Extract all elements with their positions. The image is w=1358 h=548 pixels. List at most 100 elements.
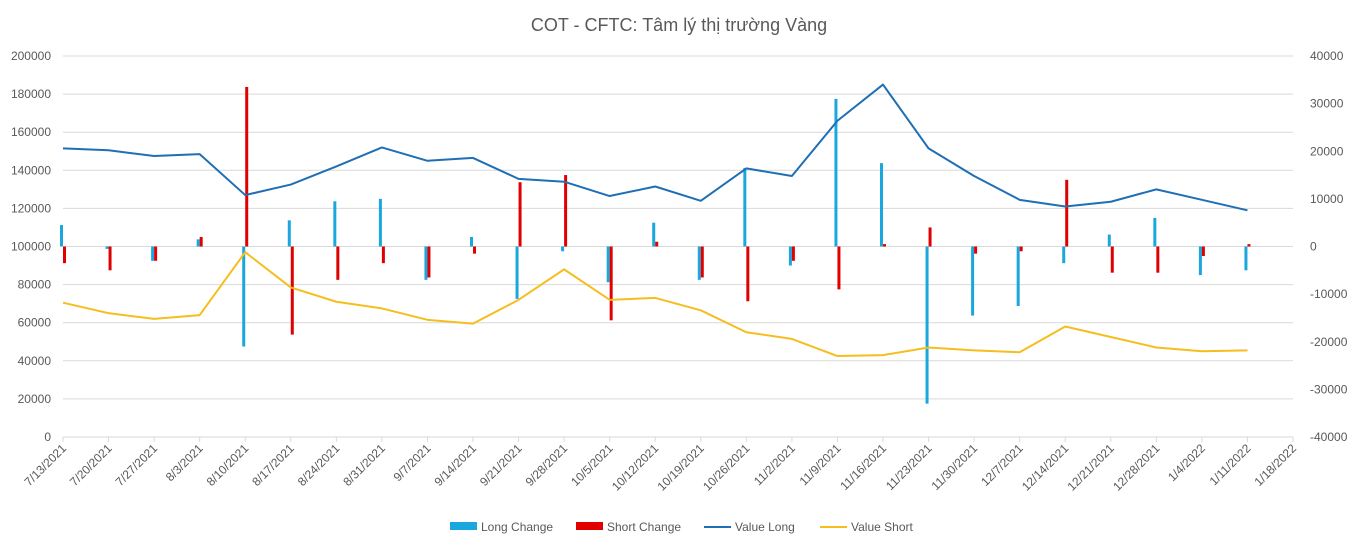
long-change-bar — [333, 201, 337, 247]
short-change-bar — [655, 241, 659, 247]
legend-label: Long Change — [481, 520, 553, 534]
x-tick-label: 8/31/2021 — [340, 441, 388, 489]
y-left-tick-label: 100000 — [11, 240, 51, 254]
y-right-tick-label: 0 — [1310, 240, 1317, 254]
y-axis-right: -40000 -30000 -20000 -10000 0 10000 20000 30000… — [1310, 49, 1348, 444]
x-tick-label: 9/21/2021 — [477, 441, 525, 489]
legend-value-short: Value Short — [820, 520, 913, 534]
long-change-bar — [1244, 246, 1248, 271]
short-change-bar — [290, 246, 294, 335]
legend-swatch — [576, 522, 603, 530]
short-change-bar — [837, 246, 841, 290]
x-tick-label: 9/7/2021 — [391, 441, 434, 484]
y-left-tick-label: 180000 — [11, 87, 51, 101]
short-change-bar — [1201, 246, 1205, 257]
bar-series — [60, 86, 1251, 404]
short-change-bar — [700, 246, 704, 278]
y-right-tick-label: 40000 — [1310, 49, 1344, 63]
short-change-bar — [564, 175, 568, 247]
short-change-bar — [1156, 246, 1160, 273]
x-tick-label: 1/18/2022 — [1251, 441, 1299, 489]
y-right-tick-label: -40000 — [1310, 430, 1348, 444]
y-right-tick-label: -10000 — [1310, 287, 1348, 301]
long-change-bar — [242, 246, 246, 347]
short-change-bar — [1247, 244, 1251, 247]
short-change-bar — [609, 246, 613, 321]
legend-label: Value Short — [851, 520, 913, 534]
legend-short-change: Short Change — [576, 520, 681, 534]
x-tick-label: 10/12/2021 — [609, 441, 662, 494]
y-right-tick-label: -20000 — [1310, 335, 1348, 349]
long-change-bar — [561, 246, 565, 252]
y-left-tick-label: 80000 — [18, 278, 52, 292]
long-change-bar — [1153, 217, 1157, 247]
long-change-bar — [515, 246, 519, 299]
x-tick-label: 9/14/2021 — [431, 441, 479, 489]
long-change-bar — [880, 163, 883, 247]
x-tick-label: 9/28/2021 — [523, 441, 571, 489]
y-left-tick-label: 40000 — [18, 354, 52, 368]
x-tick-label: 8/24/2021 — [295, 441, 343, 489]
x-tick-label: 11/9/2021 — [797, 441, 844, 488]
y-left-tick-label: 0 — [44, 430, 51, 444]
long-change-bar — [105, 246, 109, 249]
y-right-tick-label: 30000 — [1310, 97, 1344, 111]
long-change-bar — [196, 239, 200, 247]
long-change-bar — [697, 246, 701, 280]
x-tick-label: 7/27/2021 — [113, 441, 161, 489]
short-change-bar — [791, 246, 795, 261]
long-change-bar — [424, 246, 428, 280]
y-right-tick-label: 20000 — [1310, 144, 1344, 158]
short-change-bar — [883, 244, 886, 247]
x-tick-label: 1/4/2022 — [1165, 441, 1208, 484]
x-tick-label: 8/3/2021 — [163, 441, 206, 484]
legend-value-long: Value Long — [704, 520, 795, 534]
short-change-bar — [199, 236, 203, 247]
long-change-bar — [151, 246, 155, 261]
value-short-line — [62, 251, 1248, 358]
long-change-bar — [652, 222, 656, 247]
y-left-tick-label: 20000 — [18, 392, 52, 406]
x-tick-label: 1/11/2022 — [1207, 441, 1254, 488]
x-tick-label: 12/14/2021 — [1019, 441, 1072, 494]
legend-long-change: Long Change — [450, 520, 553, 534]
long-change-bar — [834, 98, 838, 247]
long-change-bar — [378, 198, 382, 247]
short-change-bar — [381, 246, 385, 264]
y-right-tick-label: -30000 — [1310, 382, 1348, 396]
short-change-bar — [518, 182, 522, 247]
legend: Long Change Short Change Value Long Value S… — [450, 520, 913, 534]
long-change-bar — [60, 225, 63, 247]
y-left-tick-label: 120000 — [11, 201, 51, 215]
short-change-bar — [245, 86, 249, 247]
x-tick-label: 12/28/2021 — [1110, 441, 1163, 494]
short-change-bar — [928, 227, 932, 247]
y-right-tick-label: 10000 — [1310, 192, 1344, 206]
short-change-bar — [108, 246, 112, 271]
long-change-bar — [470, 236, 473, 247]
short-change-bar — [154, 246, 158, 261]
x-tick-label: 12/21/2021 — [1065, 441, 1118, 494]
legend-label: Short Change — [607, 520, 681, 534]
long-change-bar — [971, 246, 975, 316]
short-change-bar — [63, 246, 66, 264]
short-change-bar — [336, 246, 340, 280]
y-left-tick-label: 60000 — [18, 316, 52, 330]
short-change-bar — [1065, 179, 1069, 247]
legend-swatch — [450, 522, 477, 530]
long-change-bar — [743, 167, 747, 247]
y-left-tick-label: 140000 — [11, 163, 51, 177]
legend-label: Value Long — [735, 520, 795, 534]
x-tick-label: 10/19/2021 — [655, 441, 708, 494]
x-tick-label: 10/26/2021 — [700, 441, 753, 494]
short-change-bar — [746, 246, 750, 302]
x-tick-label: 12/7/2021 — [978, 441, 1026, 489]
y-axis-left: 0 20000 40000 60000 80000 100000 120000 140000 1… — [11, 49, 51, 444]
chart-title: COT - CFTC: Tâm lý thị trường Vàng — [531, 15, 827, 35]
x-tick-label: 7/20/2021 — [67, 441, 115, 489]
long-change-bar — [925, 246, 929, 404]
short-change-bar — [1019, 246, 1023, 252]
